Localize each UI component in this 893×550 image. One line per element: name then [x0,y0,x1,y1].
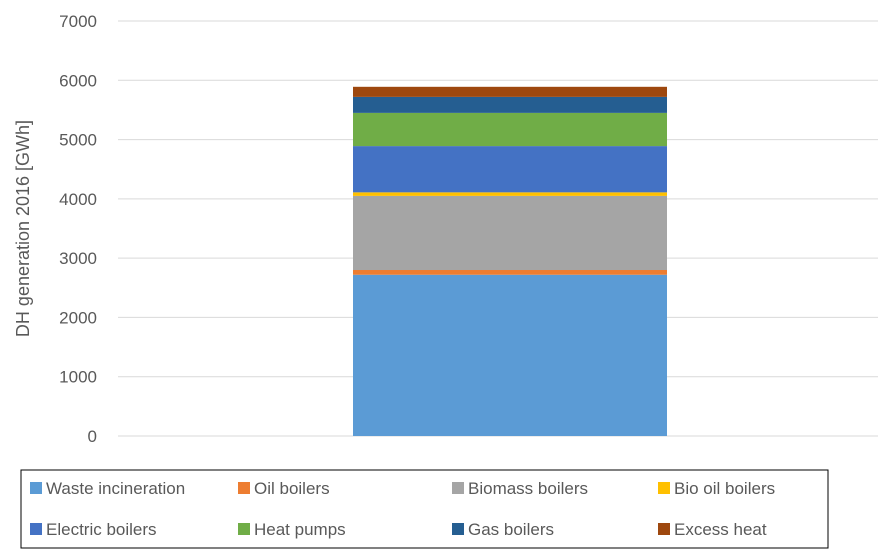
legend-swatch [30,523,42,535]
bar-segment-biomass-boilers [353,195,667,270]
legend-label: Excess heat [674,520,767,539]
y-tick-label: 5000 [59,131,97,150]
y-tick-label: 0 [88,427,97,446]
bar-segment-bio-oil-boilers [353,192,667,196]
legend-item: Waste incineration [30,479,185,498]
bar-segment-electric-boilers [353,146,667,193]
y-tick-label: 4000 [59,190,97,209]
legend-box [20,469,829,549]
legend-swatch [658,523,670,535]
legend-item: Bio oil boilers [658,479,775,498]
legend-label: Heat pumps [254,520,346,539]
legend-swatch [658,482,670,494]
legend-swatch [238,523,250,535]
legend-item: Oil boilers [238,479,330,498]
y-tick-label: 1000 [59,368,97,387]
legend-item: Biomass boilers [452,479,588,498]
legend-label: Biomass boilers [468,479,588,498]
legend-item: Heat pumps [238,520,346,539]
legend-item: Excess heat [658,520,767,539]
legend-swatch [238,482,250,494]
bar-segment-waste-incineration [353,274,667,436]
bar-segment-excess-heat [353,86,667,97]
legend-label: Oil boilers [254,479,330,498]
bar-segment-oil-boilers [353,270,667,275]
bar-stack [353,86,667,436]
legend-item: Electric boilers [30,520,157,539]
y-tick-label: 7000 [59,12,97,31]
bar-segment-gas-boilers [353,96,667,113]
y-axis-label: DH generation 2016 [GWh] [13,120,33,337]
y-tick-label: 3000 [59,249,97,268]
legend-label: Waste incineration [46,479,185,498]
legend-swatch [30,482,42,494]
y-tick-label: 2000 [59,308,97,327]
legend-swatch [452,482,464,494]
legend-label: Gas boilers [468,520,554,539]
legend-item: Gas boilers [452,520,554,539]
legend-label: Electric boilers [46,520,157,539]
legend-label: Bio oil boilers [674,479,775,498]
legend: Waste incineration Oil boilers Biomass boi… [20,469,829,549]
bar-segment-heat-pumps [353,112,667,147]
y-tick-label: 6000 [59,71,97,90]
y-axis-ticks: 0 1000 2000 3000 4000 5000 6000 7000 [59,12,97,446]
legend-swatch [452,523,464,535]
